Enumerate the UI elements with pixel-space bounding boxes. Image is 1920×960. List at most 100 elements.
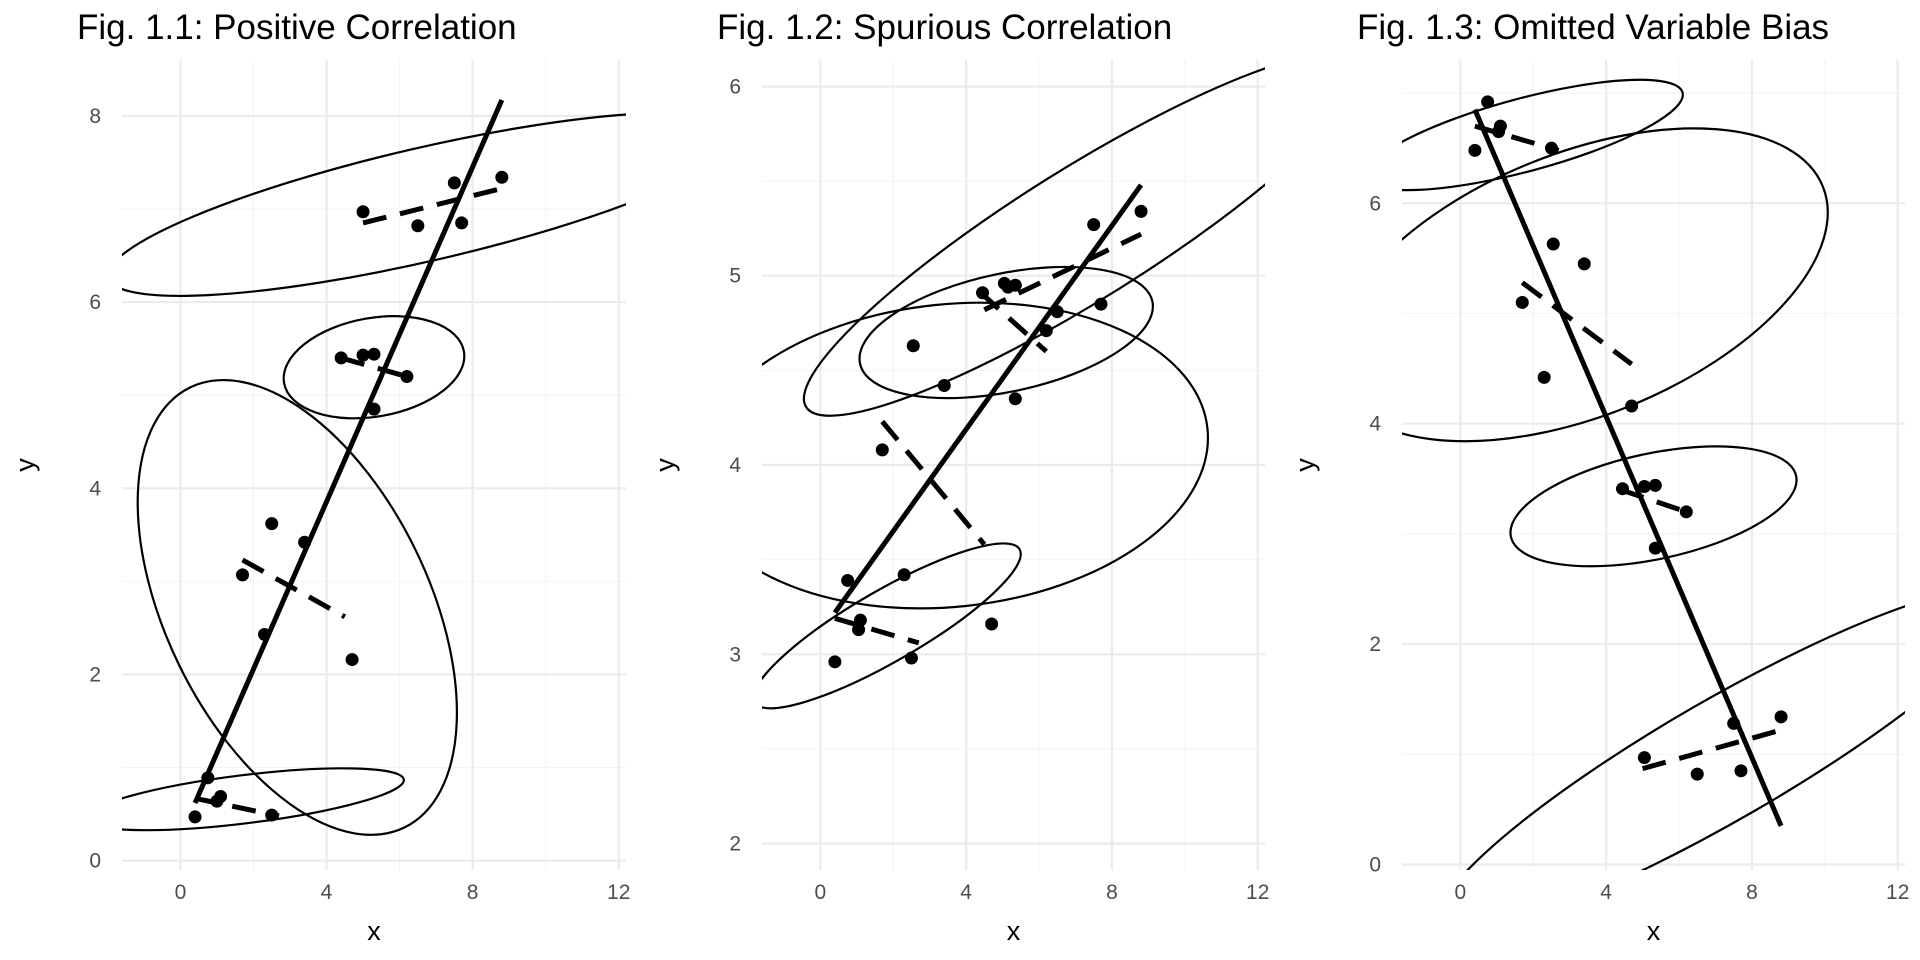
y-tick-label: 8 (89, 105, 101, 128)
y-tick-label: 4 (1369, 413, 1381, 436)
data-point (1727, 716, 1741, 730)
x-tick-label: 0 (814, 881, 826, 904)
x-tick-label: 12 (1246, 881, 1269, 904)
overall-fit-line (1472, 108, 1784, 827)
panel-2: 0 4 8 12 2 3 4 5 6 Fig. 1.2: Spurious Correlation… (650, 8, 1269, 946)
data-point (447, 176, 461, 190)
group-ellipse (122, 111, 626, 298)
data-point (455, 216, 469, 230)
data-point (1577, 257, 1591, 271)
y-tick-label: 3 (729, 643, 741, 666)
x-tick-label: 12 (1886, 881, 1909, 904)
data-point (1537, 370, 1551, 384)
x-tick-label: 0 (1454, 881, 1466, 904)
grid (762, 60, 1265, 870)
data-point (1087, 218, 1101, 232)
data-point (367, 402, 381, 416)
x-tick-label: 4 (321, 881, 333, 904)
x-axis-title: x (1647, 916, 1661, 946)
data-point (1546, 237, 1560, 251)
data-point (1468, 143, 1482, 157)
x-axis-title: x (1007, 916, 1021, 946)
group-fit-line (979, 290, 1048, 354)
data-point (298, 535, 312, 549)
data-point (345, 653, 359, 667)
group-fit-line (1474, 123, 1560, 153)
group-ellipse (1402, 78, 1684, 192)
data-point (400, 370, 414, 384)
data-point (1544, 141, 1558, 155)
data-point (265, 808, 279, 822)
y-tick-label: 5 (729, 265, 741, 288)
group-fit-line (1520, 280, 1634, 367)
overall-fit-line (192, 99, 505, 804)
data-point (1134, 204, 1148, 218)
data-point (1616, 482, 1630, 496)
data-point (367, 347, 381, 361)
y-tick-label: 2 (89, 663, 101, 686)
data-point (356, 348, 370, 362)
data-point (1625, 399, 1639, 413)
data-point (1050, 305, 1064, 319)
group-ellipse (1437, 587, 1905, 870)
group-ellipse (762, 542, 1022, 710)
data-point (210, 794, 224, 808)
y-tick-label: 6 (89, 291, 101, 314)
x-tick-label: 8 (467, 881, 479, 904)
data-layer (1402, 78, 1905, 870)
group-ellipse (282, 315, 466, 420)
group-ellipse (1509, 445, 1798, 568)
data-point (1637, 479, 1651, 493)
data-point (897, 568, 911, 582)
data-point (828, 655, 842, 669)
data-point (875, 443, 889, 457)
x-tick-label: 8 (1106, 881, 1118, 904)
data-point (265, 517, 279, 531)
x-tick-label: 4 (960, 881, 972, 904)
data-point (257, 627, 271, 641)
group-ellipse (802, 60, 1265, 417)
data-point (411, 219, 425, 233)
y-tick-label: 2 (729, 833, 741, 856)
data-point (1690, 767, 1704, 781)
data-point (356, 205, 370, 219)
grid (1402, 60, 1905, 870)
group-fit-line (194, 795, 280, 819)
data-point (906, 339, 920, 353)
grid (122, 60, 626, 870)
group-fit-line (880, 419, 987, 547)
group-ellipse (136, 378, 459, 836)
x-tick-label: 4 (1600, 881, 1612, 904)
x-axis-title: x (367, 916, 381, 946)
group-fit-line (983, 231, 1143, 313)
chart-title: Fig. 1.1: Positive Correlation (77, 8, 517, 47)
data-point (495, 170, 509, 184)
data-point (1637, 751, 1651, 765)
x-tick-label: 8 (1746, 881, 1758, 904)
chart-title: Fig. 1.2: Spurious Correlation (717, 8, 1172, 47)
y-tick-label: 2 (1369, 633, 1381, 656)
group-ellipse (762, 301, 1210, 610)
y-tick-label: 6 (729, 75, 741, 98)
group-fit-line (362, 186, 503, 226)
group-fit-line (340, 355, 408, 379)
y-tick-label: 4 (89, 477, 101, 500)
data-point (201, 771, 215, 785)
data-point (1648, 478, 1662, 492)
data-point (937, 379, 951, 393)
data-point (236, 568, 250, 582)
data-point (1008, 392, 1022, 406)
data-point (1648, 541, 1662, 555)
group-fit-line (241, 557, 346, 619)
data-point (852, 623, 866, 637)
y-tick-label: 4 (729, 454, 741, 477)
data-point (904, 651, 918, 665)
data-layer (762, 60, 1265, 710)
group-ellipse (1402, 127, 1829, 443)
group-fit-line (834, 615, 920, 646)
data-point (1774, 710, 1788, 724)
data-point (188, 810, 202, 824)
data-point (1008, 278, 1022, 292)
y-axis-title: y (650, 458, 680, 472)
